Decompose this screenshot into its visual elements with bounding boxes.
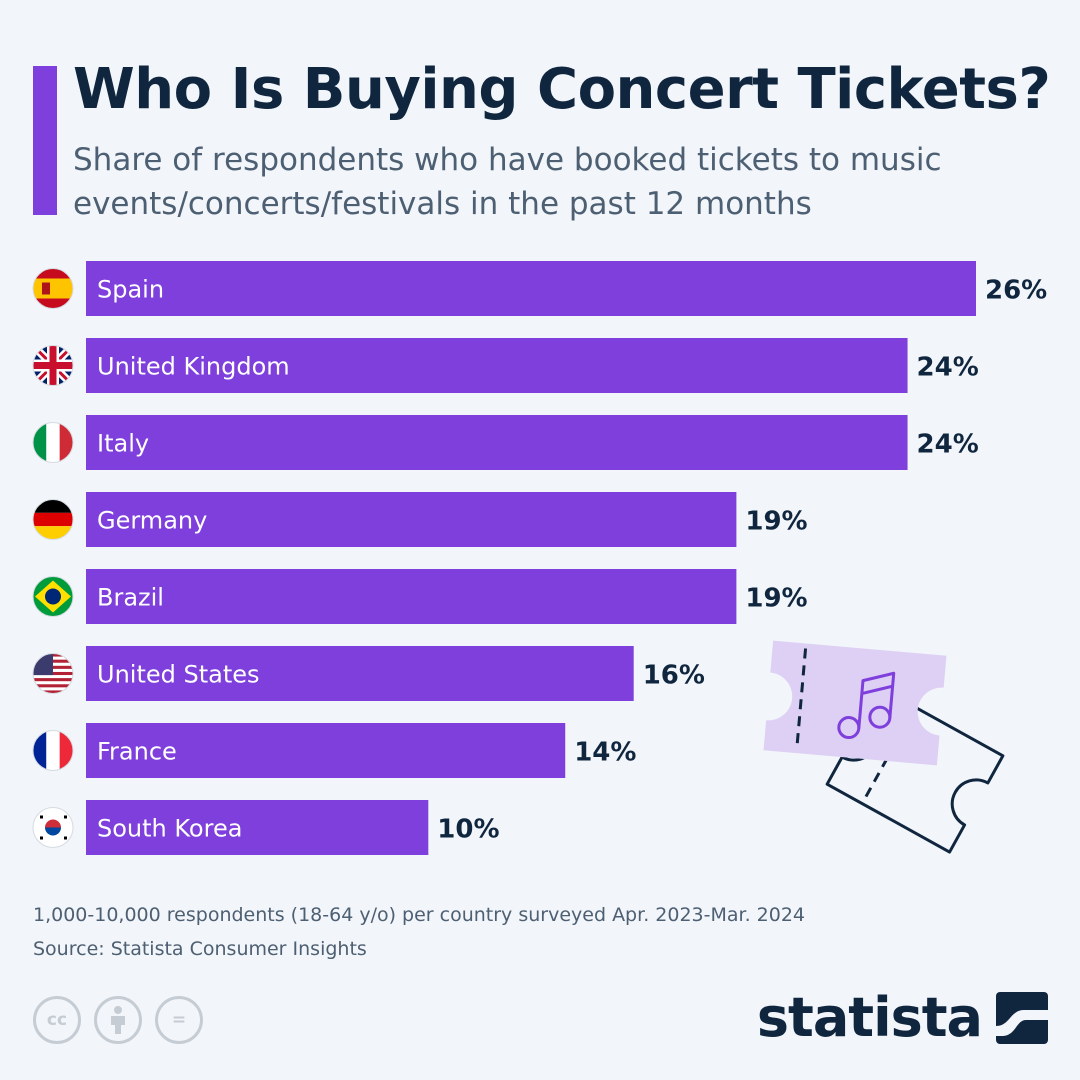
statista-logo-icon	[996, 992, 1048, 1044]
category-label: Germany	[97, 507, 207, 535]
spain-flag-icon	[32, 268, 74, 309]
south-korea-flag-icon	[32, 807, 74, 848]
category-label: United Kingdom	[97, 353, 290, 381]
chart-subtitle: Share of respondents who have booked tic…	[73, 142, 942, 222]
category-label: South Korea	[97, 815, 242, 843]
value-label: 14%	[574, 738, 636, 768]
license-icons: cc =	[33, 996, 203, 1044]
usa-flag-icon	[32, 653, 74, 694]
chart-title: Who Is Buying Concert Tickets?	[73, 57, 1051, 122]
bar-italy[interactable]	[86, 415, 908, 470]
title-accent-bar	[33, 66, 57, 215]
brand-name: statista	[756, 986, 983, 1049]
category-label: United States	[97, 661, 260, 689]
bar-france[interactable]	[86, 723, 566, 778]
value-label: 19%	[745, 507, 807, 537]
brazil-flag-icon	[32, 576, 74, 617]
france-flag-icon	[32, 730, 74, 771]
category-label: Italy	[97, 430, 149, 458]
value-label: 10%	[437, 815, 499, 845]
value-label: 24%	[917, 353, 979, 383]
bar-spain[interactable]	[86, 261, 976, 316]
category-label: Brazil	[97, 584, 164, 612]
bar-brazil[interactable]	[86, 569, 737, 624]
uk-flag-icon	[32, 345, 74, 386]
survey-note: 1,000-10,000 respondents (18-64 y/o) per…	[33, 904, 806, 926]
bar-united-kingdom[interactable]	[86, 338, 908, 393]
category-label: France	[97, 738, 177, 766]
flags-layer	[32, 268, 74, 848]
attribution-icon[interactable]	[94, 996, 142, 1044]
bar-germany[interactable]	[86, 492, 737, 547]
bar-chart: Spain 26% United Kingdom 24% Italy 24% Germany…	[32, 261, 1047, 855]
creative-commons-icon[interactable]: cc	[33, 996, 81, 1044]
category-label: Spain	[97, 276, 164, 304]
statista-brand[interactable]: statista	[757, 988, 1048, 1048]
concert-tickets-icon	[763, 640, 1005, 854]
no-derivatives-icon[interactable]: =	[155, 996, 203, 1044]
value-label: 24%	[917, 430, 979, 460]
value-label: 19%	[745, 584, 807, 614]
value-label: 26%	[985, 276, 1047, 306]
bar-south-korea[interactable]	[86, 800, 429, 855]
italy-flag-icon	[32, 422, 74, 463]
footnote: 1,000-10,000 respondents (18-64 y/o) per…	[33, 898, 805, 966]
source-note: Source: Statista Consumer Insights	[33, 938, 367, 960]
bar-united-states[interactable]	[86, 646, 634, 701]
value-label: 16%	[643, 661, 705, 691]
bars-layer: Spain 26% United Kingdom 24% Italy 24% Germany…	[86, 261, 1047, 855]
germany-flag-icon	[32, 499, 74, 540]
